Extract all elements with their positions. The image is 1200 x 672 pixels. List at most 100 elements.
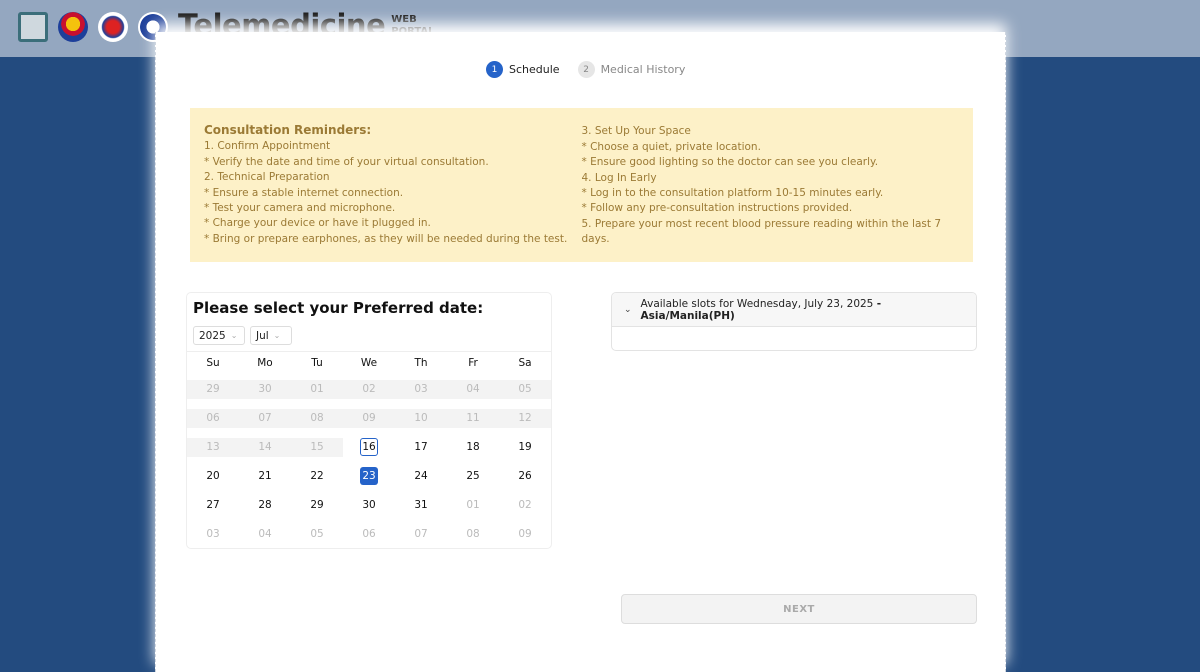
slots-timezone: - Asia/Manila(PH) (640, 297, 882, 322)
calendar-day: 02 (343, 380, 395, 399)
calendar-day[interactable]: 17 (395, 438, 447, 457)
calendar-day[interactable]: 07 (395, 525, 447, 544)
reminder-line: * Ensure good lighting so the doctor can… (581, 156, 879, 169)
calendar-day: 13 (187, 438, 239, 457)
chevron-down-icon: ⌄ (230, 331, 238, 340)
step-number: 2 (577, 61, 595, 78)
day-number: 09 (518, 528, 532, 540)
calendar-day[interactable]: 02 (499, 496, 551, 515)
day-number: 09 (362, 412, 376, 424)
calendar-grid: Su Mo Tu We Th Fr Sa 29 30 01 02 03 04 05 06 07 08 09 10 11… (187, 351, 551, 549)
calendar-day[interactable]: 05 (291, 525, 343, 544)
day-number: 25 (466, 470, 480, 482)
main-card: 1 Schedule 2 Medical History Consultation … (155, 32, 1006, 672)
weekday-header: We (360, 357, 378, 369)
reminder-line: * Ensure a stable internet connection. (204, 186, 404, 199)
day-number: 28 (258, 499, 272, 511)
calendar-day[interactable]: 09 (499, 525, 551, 544)
slots-header[interactable]: ⌄ Available slots for Wednesday, July 23… (612, 293, 976, 327)
agency-logo-icon (18, 12, 48, 42)
weekday-header: Tu (311, 357, 323, 369)
calendar-day[interactable]: 30 (343, 496, 395, 515)
day-number: 02 (518, 499, 532, 511)
day-number: 05 (518, 383, 532, 395)
calendar-day: 08 (291, 409, 343, 428)
calendar-day[interactable]: 04 (239, 525, 291, 544)
weekday-header: Su (206, 357, 220, 369)
step-number: 1 (486, 61, 503, 78)
calendar-day: 03 (395, 380, 447, 399)
calendar-day: 05 (499, 380, 551, 399)
day-number: 06 (206, 412, 220, 424)
reminder-line: * Bring or prepare earphones, as they wi… (204, 232, 568, 245)
weekday-header: Th (414, 357, 428, 369)
day-number: 30 (362, 499, 376, 511)
day-number: 17 (414, 441, 428, 453)
calendar-day[interactable]: 27 (187, 496, 239, 515)
day-number: 08 (466, 528, 480, 540)
next-button[interactable]: NEXT (621, 594, 977, 624)
day-number: 01 (466, 499, 480, 511)
day-number: 07 (414, 528, 428, 540)
reminders-title: Consultation Reminders: (204, 123, 372, 137)
calendar-day[interactable]: 31 (395, 496, 447, 515)
calendar-week: 27 28 29 30 31 01 02 (187, 491, 551, 520)
calendar-day: 14 (239, 438, 291, 457)
calendar-day[interactable]: 03 (187, 525, 239, 544)
calendar-day: 06 (187, 409, 239, 428)
calendar-day[interactable]: 21 (239, 467, 291, 486)
calendar-day[interactable]: 24 (395, 467, 447, 486)
day-number: 14 (258, 441, 272, 453)
day-number: 01 (310, 383, 324, 395)
calendar-week: 29 30 01 02 03 04 05 (187, 375, 551, 404)
calendar-day[interactable]: 06 (343, 525, 395, 544)
day-number: 22 (310, 470, 324, 482)
slots-label: Available slots for Wednesday, July 23, … (640, 297, 874, 310)
day-number: 15 (310, 441, 324, 453)
calendar-day[interactable]: 01 (447, 496, 499, 515)
calendar-day[interactable]: 25 (447, 467, 499, 486)
day-number: 12 (518, 412, 532, 424)
day-number: 02 (362, 383, 376, 395)
available-slots-panel: ⌄ Available slots for Wednesday, July 23… (611, 292, 977, 351)
calendar-day[interactable]: 08 (447, 525, 499, 544)
calendar-day[interactable]: 28 (239, 496, 291, 515)
month-select[interactable]: Jul ⌄ (250, 326, 292, 345)
day-number: 19 (518, 441, 532, 453)
day-number: 04 (466, 383, 480, 395)
calendar-day[interactable]: 22 (291, 467, 343, 486)
calendar-day[interactable]: 19 (499, 438, 551, 457)
reminder-line: * Log in to the consultation platform 10… (581, 187, 884, 200)
weekday-header: Mo (257, 357, 273, 369)
calendar-day: 10 (395, 409, 447, 428)
year-select[interactable]: 2025 ⌄ (193, 326, 245, 345)
calendar-day[interactable]: 29 (291, 496, 343, 515)
day-number: 07 (258, 412, 272, 424)
day-number: 31 (414, 499, 428, 511)
day-number: 16 (360, 438, 378, 456)
calendar-week: 13 14 15 16 17 18 19 (187, 433, 551, 462)
calendar-day: 01 (291, 380, 343, 399)
calendar-week: 03 04 05 06 07 08 09 (187, 520, 551, 549)
month-value: Jul (256, 329, 269, 342)
calendar-day[interactable]: 26 (499, 467, 551, 486)
calendar-day: 29 (187, 380, 239, 399)
calendar-day[interactable]: 16 (343, 438, 395, 457)
calendar-day[interactable]: 18 (447, 438, 499, 457)
calendar-day: 12 (499, 409, 551, 428)
step-label: Medical History (600, 63, 686, 76)
day-number: 26 (518, 470, 532, 482)
weekday-header: Fr (468, 357, 478, 369)
calendar-week: 20 21 22 23 24 25 26 (187, 462, 551, 491)
calendar-day[interactable]: 23 (343, 467, 395, 486)
step-schedule[interactable]: 1 Schedule (486, 61, 560, 78)
day-number: 24 (414, 470, 428, 482)
day-number: 23 (360, 467, 378, 485)
day-number: 29 (310, 499, 324, 511)
day-number: 10 (414, 412, 428, 424)
day-number: 05 (310, 528, 324, 540)
day-number: 04 (258, 528, 272, 540)
step-medical-history[interactable]: 2 Medical History (577, 61, 686, 78)
calendar-day[interactable]: 20 (187, 467, 239, 486)
reminder-line: 2. Technical Preparation (204, 171, 330, 184)
